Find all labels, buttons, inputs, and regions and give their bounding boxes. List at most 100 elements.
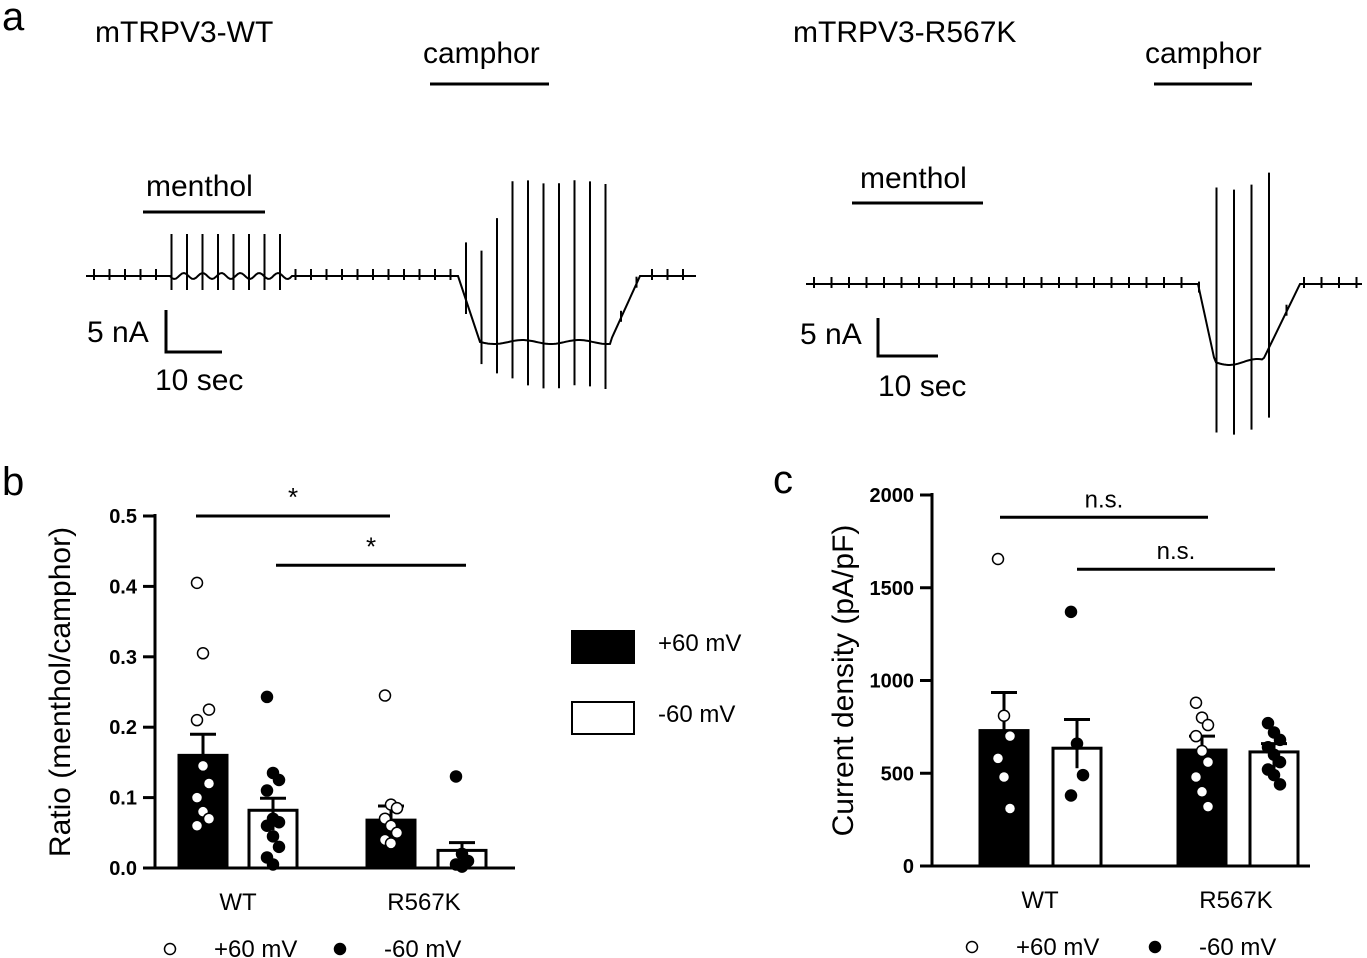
camphor-label-wt: camphor: [423, 37, 540, 70]
data-point: [1189, 729, 1203, 743]
data-point: [260, 819, 274, 833]
data-point: [997, 709, 1011, 722]
legend-point-label: -60 mV: [384, 936, 461, 958]
scale-bar-wt: [164, 310, 222, 354]
y-tick-label: 0.2: [109, 717, 137, 739]
data-point: [1064, 789, 1078, 802]
chart-c-current-density: 0 500 1000 1500 2000 Current density (pA/pF) W…: [827, 485, 1310, 958]
data-point: [260, 690, 274, 704]
x-category-label: WT: [219, 889, 257, 916]
data-point: [1273, 755, 1287, 769]
data-point: [190, 713, 204, 727]
panel-label-a: a: [2, 0, 25, 39]
trace-panel-wt: mTRPV3-WT menthol camphor 5 nA 10 sec: [86, 16, 696, 397]
data-point: [1273, 733, 1287, 747]
legend-bar-label: +60 mV: [658, 630, 741, 657]
y-tick-label: 1500: [870, 578, 915, 600]
data-point: [1064, 605, 1078, 619]
menthol-label-mut: menthol: [860, 162, 967, 195]
data-point: [1189, 696, 1203, 710]
data-point: [449, 770, 463, 783]
current-trace-mut: [806, 172, 1362, 435]
legend-point-label: -60 mV: [1199, 934, 1276, 958]
data-point: [991, 552, 1005, 566]
y-tick-label: 1000: [870, 671, 915, 693]
trace-baseline: [806, 283, 1362, 366]
y-tick-label: 0.0: [109, 858, 137, 880]
data-point: [1003, 802, 1017, 815]
data-point: [202, 812, 216, 825]
chart-b-ratio: 0.0 0.1 0.2 0.3 0.4 0.5 Ratio (menthol/camphor…: [44, 482, 741, 958]
significance-label: *: [366, 531, 376, 561]
scale-current-wt: 5 nA: [87, 316, 149, 349]
current-trace-wt: [86, 180, 696, 389]
data-point: [272, 773, 286, 787]
y-tick-label: 500: [881, 763, 914, 785]
trace-title-mut: mTRPV3-R567K: [793, 16, 1016, 49]
y-axis-label: Current density (pA/pF): [827, 525, 860, 837]
bar: [1051, 746, 1103, 868]
panel-label-c: c: [773, 458, 793, 502]
legend-point-label: +60 mV: [1016, 934, 1099, 958]
y-tick-label: 0.4: [109, 576, 138, 598]
scale-time-wt: 10 sec: [155, 364, 243, 397]
data-point: [1261, 716, 1275, 730]
legend-point-label: +60 mV: [214, 936, 297, 958]
data-point: [1195, 744, 1209, 758]
legend-bar-swatch: [571, 630, 635, 664]
y-axis-label: Ratio (menthol/camphor): [44, 527, 77, 857]
data-point: [390, 826, 404, 840]
data-point: [266, 830, 280, 843]
data-point: [455, 860, 469, 873]
y-tick-label: 0.5: [109, 506, 137, 528]
data-point: [266, 858, 280, 871]
significance-label: n.s.: [1157, 538, 1196, 565]
y-tick-label: 0.1: [109, 788, 137, 810]
legend-point-marker: [1148, 940, 1162, 954]
y-tick-label: 0.3: [109, 647, 137, 669]
data-point: [260, 784, 274, 797]
data-point: [272, 815, 286, 829]
data-point: [1003, 729, 1017, 743]
data-point: [1076, 768, 1090, 782]
data-point: [991, 752, 1005, 765]
data-point: [384, 837, 398, 850]
significance-label: *: [288, 482, 298, 512]
data-point: [190, 791, 204, 804]
y-tick-label: 0: [903, 856, 914, 878]
data-point: [1201, 800, 1215, 813]
scale-current-mut: 5 nA: [800, 318, 862, 351]
legend-point-marker: [965, 940, 979, 954]
trace-panel-mut: mTRPV3-R567K menthol camphor 5 nA 10 sec: [793, 16, 1362, 435]
data-point: [190, 819, 204, 833]
data-point: [1070, 737, 1084, 750]
legend-point-marker: [333, 942, 347, 956]
data-point: [1189, 770, 1203, 784]
data-point: [378, 689, 392, 702]
scale-bar-mut: [876, 318, 938, 358]
x-category-label: WT: [1021, 887, 1059, 914]
legend-bar-swatch: [571, 701, 635, 735]
significance-label: n.s.: [1085, 486, 1124, 513]
data-point: [196, 647, 210, 660]
bar: [978, 729, 1030, 868]
data-point: [390, 801, 404, 815]
legend-bar-label: -60 mV: [658, 701, 735, 728]
data-point: [1195, 785, 1209, 799]
data-point: [1201, 718, 1215, 732]
y-tick-label: 2000: [870, 485, 915, 507]
camphor-label-mut: camphor: [1145, 37, 1262, 70]
data-point: [1201, 755, 1215, 769]
trace-title-wt: mTRPV3-WT: [95, 16, 273, 49]
x-category-label: R567K: [1199, 887, 1272, 914]
panel-label-b: b: [2, 460, 24, 504]
scale-time-mut: 10 sec: [878, 370, 966, 403]
data-point: [1273, 778, 1287, 791]
data-point: [272, 840, 286, 854]
data-point: [997, 770, 1011, 784]
legend-point-marker: [163, 942, 177, 956]
data-point: [202, 703, 216, 716]
data-point: [190, 576, 204, 590]
x-category-label: R567K: [387, 889, 460, 916]
